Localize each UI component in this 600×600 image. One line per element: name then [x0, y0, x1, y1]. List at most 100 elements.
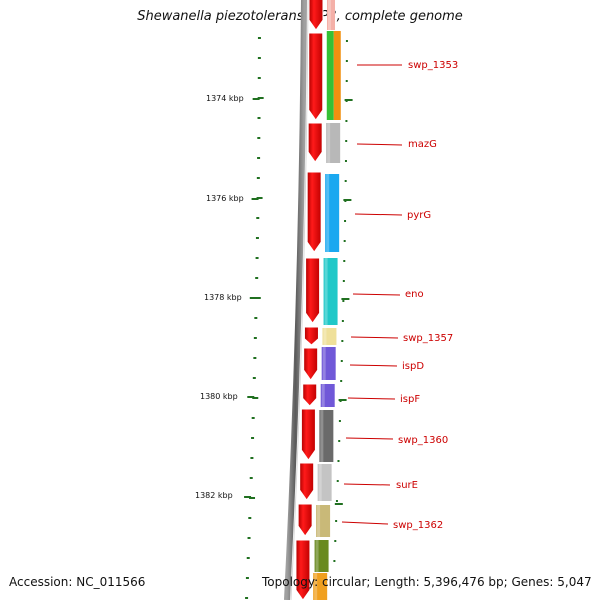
track-dash: [344, 99, 353, 101]
scale-label: 1380 kbp: [200, 392, 238, 401]
cds-arrow[interactable]: [300, 408, 316, 461]
gene-block[interactable]: [313, 573, 328, 600]
gene-block-shine: [327, 123, 331, 163]
genome-backbone-highlight: [290, 0, 309, 600]
track-dot: [345, 40, 348, 42]
gene-label-ispd[interactable]: ispD: [402, 361, 424, 372]
gene-block-shine: [318, 464, 322, 501]
track-dash: [343, 199, 352, 201]
gene-block-shine: [315, 540, 319, 572]
gene-block-shine: [314, 573, 318, 600]
gene-label-swp-1360[interactable]: swp_1360: [398, 435, 448, 446]
gene-block-shine: [324, 258, 328, 325]
track-dash: [334, 503, 343, 505]
cds-arrow[interactable]: [302, 383, 318, 407]
track-dot: [341, 340, 344, 342]
track-dot: [341, 320, 344, 322]
gene-label-swp-1362[interactable]: swp_1362: [393, 520, 443, 531]
scale-ticks: [244, 37, 264, 599]
gene-block[interactable]: [326, 0, 335, 30]
track-dot: [340, 380, 343, 382]
track-dot: [337, 460, 340, 462]
gene-block-shine: [322, 347, 326, 380]
topology-text: Topology: circular; Length: 5,396,476 bp…: [262, 575, 592, 589]
cds-arrow[interactable]: [295, 539, 311, 600]
gene-label-ispf[interactable]: ispF: [400, 394, 420, 405]
gene-block[interactable]: [320, 384, 335, 407]
track-dot: [344, 180, 347, 182]
track-dot: [345, 140, 348, 142]
gene-track-dots: [333, 40, 353, 562]
gene-block[interactable]: [326, 31, 334, 120]
cds-arrow[interactable]: [308, 0, 324, 31]
track-dash: [341, 298, 350, 300]
gene-leader-line: [356, 143, 403, 146]
gene-block[interactable]: [325, 174, 340, 252]
cds-arrow[interactable]: [308, 32, 324, 121]
track-dot: [335, 500, 338, 502]
track-dot: [344, 160, 347, 162]
track-dot: [338, 420, 341, 422]
gene-leader-line: [354, 213, 403, 216]
scale-label: 1376 kbp: [206, 194, 244, 203]
gene-leader-line: [352, 293, 401, 296]
gene-leader-line: [349, 364, 398, 367]
gene-block-shine: [321, 384, 325, 407]
accession-text: Accession: NC_011566: [9, 575, 146, 589]
track-dot: [345, 80, 348, 82]
scale-labels: 1374 kbp 1376 kbp 1378 kbp 1380 kbp 1382…: [195, 94, 244, 500]
gene-block[interactable]: [333, 31, 341, 120]
track-dot: [343, 240, 346, 242]
genome-backbone: [284, 0, 307, 600]
gene-block[interactable]: [321, 347, 336, 380]
track-dot: [333, 560, 336, 562]
gene-leader-line: [347, 397, 396, 400]
cds-arrow[interactable]: [305, 257, 321, 324]
gene-block[interactable]: [317, 464, 332, 501]
cds-arrow[interactable]: [297, 503, 313, 537]
track-dash: [338, 399, 347, 401]
track-dot: [334, 540, 337, 542]
track-dot: [342, 300, 345, 302]
gene-block-shine: [320, 410, 324, 462]
cds-arrow[interactable]: [306, 171, 322, 253]
gene-block[interactable]: [322, 328, 337, 345]
gene-label-eno[interactable]: eno: [405, 289, 424, 300]
gene-block[interactable]: [326, 123, 341, 163]
gene-leader-line: [350, 336, 399, 339]
gene-leader-line: [341, 521, 389, 525]
gene-leader-line: [345, 437, 394, 440]
gene-label-swp-1353[interactable]: swp_1353: [408, 60, 458, 71]
gene-label-swp-1357[interactable]: swp_1357: [403, 333, 453, 344]
track-dot: [343, 260, 346, 262]
gene-label-mazg[interactable]: mazG: [408, 139, 437, 150]
gene-label-pyrg[interactable]: pyrG: [407, 210, 431, 221]
gene-block[interactable]: [323, 258, 338, 325]
gene-label-sure[interactable]: surE: [396, 480, 418, 491]
track-dot: [345, 120, 348, 122]
cds-arrow[interactable]: [303, 347, 319, 381]
gene-block[interactable]: [319, 410, 334, 462]
track-dot: [344, 220, 347, 222]
gene-leader-line: [343, 483, 391, 486]
track-dot: [340, 360, 343, 362]
gene-block[interactable]: [316, 505, 331, 537]
track-dot: [338, 440, 341, 442]
scale-label: 1378 kbp: [204, 293, 242, 302]
gene-block[interactable]: [314, 540, 329, 572]
gene-block-shine: [323, 328, 327, 345]
cds-arrow[interactable]: [307, 122, 323, 163]
gene-block-shine: [317, 505, 321, 537]
cds-arrow[interactable]: [303, 326, 319, 346]
gene-track: [313, 0, 341, 600]
cds-track: [295, 0, 324, 600]
gene-block-shine: [327, 0, 331, 30]
genome-title: Shewanella piezotolerans WP3, complete g…: [137, 9, 463, 24]
track-dot: [345, 60, 348, 62]
track-dot: [342, 280, 345, 282]
track-dot: [336, 480, 339, 482]
gene-block-shine: [326, 174, 330, 252]
cds-arrow[interactable]: [299, 462, 315, 501]
